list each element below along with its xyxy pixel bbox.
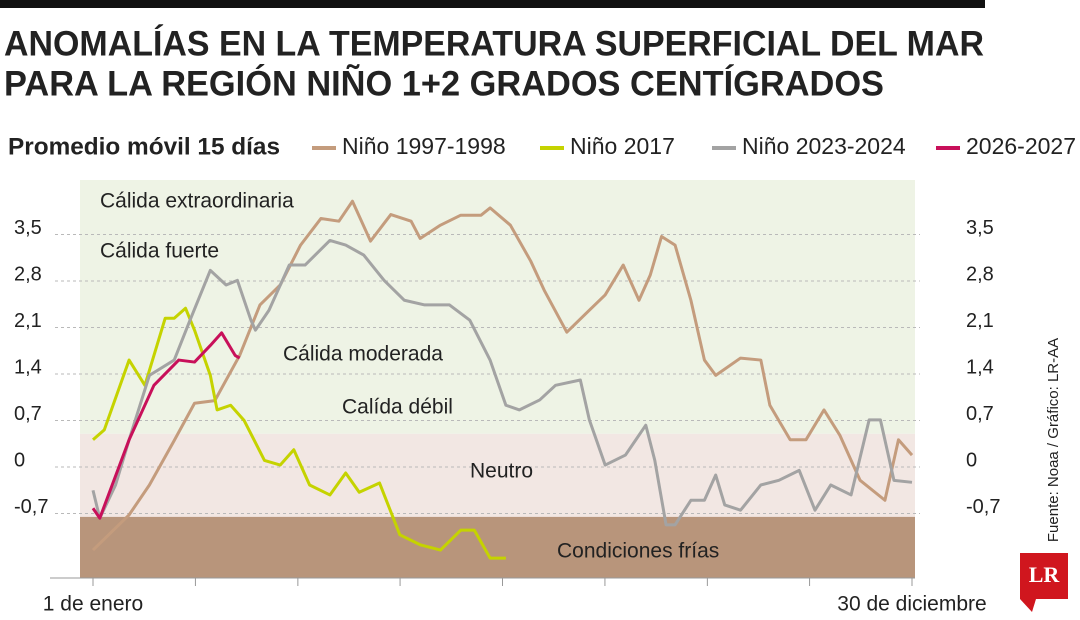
y2-tick-label: -0,7 (966, 496, 1000, 518)
legend-label: Niño 2017 (570, 133, 675, 159)
y2-tick-label: 3,5 (966, 217, 994, 239)
series-line (92, 306, 506, 560)
x-tick-label: 1 de enero (43, 593, 143, 616)
zone-label: Cálida moderada (283, 343, 443, 366)
y2-tick-label: 2,8 (966, 263, 994, 285)
series-line (91, 238, 913, 527)
legend-label: 2026-2027 (966, 133, 1076, 159)
y-tick-label: 2,8 (14, 263, 42, 285)
logo-text: LR (1029, 562, 1061, 587)
top-bar (0, 0, 985, 8)
zone-label: Calída débil (342, 396, 453, 419)
chart-title: ANOMALÍAS EN LA TEMPERATURA SUPERFICIAL … (4, 23, 984, 63)
zone (80, 433, 915, 517)
x-tick-label: 30 de diciembre (837, 593, 986, 616)
chart-title: PARA LA REGIÓN NIÑO 1+2 GRADOS CENTÍGRAD… (4, 63, 884, 103)
source: Fuente: Noaa / Gráfico: LR-AA (1045, 338, 1062, 542)
series-line (91, 331, 241, 520)
y2-tick-label: 2,1 (966, 310, 994, 332)
zone (80, 516, 915, 578)
y-tick-label: 0 (14, 449, 25, 471)
y-tick-label: 2,1 (14, 310, 42, 332)
y-tick-label: 1,4 (14, 356, 42, 378)
y-tick-label: 3,5 (14, 217, 42, 239)
zone-label: Neutro (470, 460, 533, 483)
y-tick-label: -0,7 (14, 496, 48, 518)
legend-label: Niño 2023-2024 (742, 133, 906, 159)
legend-title: Promedio móvil 15 días (8, 133, 280, 160)
legend-label: Niño 1997-1998 (342, 133, 506, 159)
logo-tail (1020, 599, 1036, 612)
zone-label: Condiciones frías (557, 540, 719, 563)
series-line (91, 199, 914, 552)
zone (80, 180, 915, 434)
y-tick-label: 0,7 (14, 403, 42, 425)
logo-box (1020, 553, 1068, 599)
y2-tick-label: 1,4 (966, 356, 994, 378)
zone-label: Cálida fuerte (100, 240, 219, 263)
zone-label: Cálida extraordinaria (100, 190, 294, 213)
y2-tick-label: 0 (966, 449, 977, 471)
y2-tick-label: 0,7 (966, 403, 994, 425)
